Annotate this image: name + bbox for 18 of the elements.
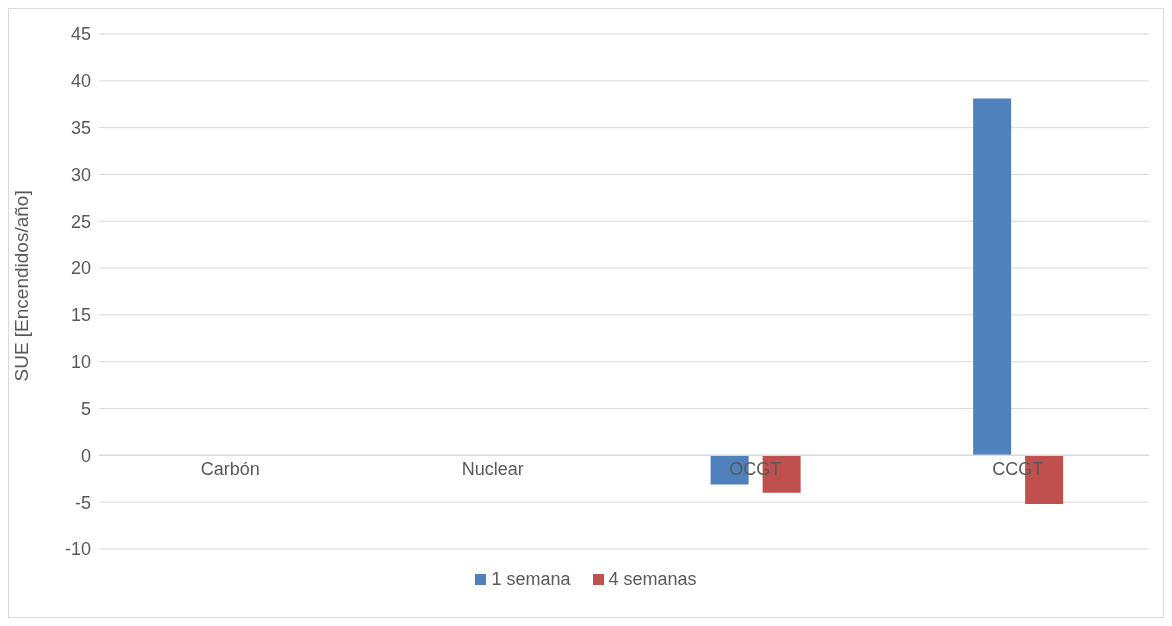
y-tick-label: 45 (70, 24, 91, 45)
y-tick-label: -5 (74, 492, 91, 513)
y-tick-label: 0 (80, 445, 91, 466)
y-tick-label: 35 (70, 118, 91, 139)
y-tick-label: 25 (70, 211, 91, 232)
x-tick-label: Carbón (200, 459, 260, 480)
y-tick-label: 40 (70, 71, 91, 92)
y-axis-title: SUE [Encendidos/año] (10, 190, 32, 382)
y-tick-label: 30 (70, 164, 91, 185)
y-tick-label: 5 (80, 398, 91, 419)
x-tick-label: OCGT (729, 459, 782, 480)
legend-label: 4 semanas (607, 569, 697, 590)
y-tick-label: -10 (64, 539, 91, 560)
x-tick-label: Nuclear (461, 459, 524, 480)
y-tick-label: 10 (70, 352, 91, 373)
y-tick-label: 20 (70, 258, 91, 279)
y-tick-label: 15 (70, 305, 91, 326)
legend-label: 1 semana (490, 569, 571, 590)
